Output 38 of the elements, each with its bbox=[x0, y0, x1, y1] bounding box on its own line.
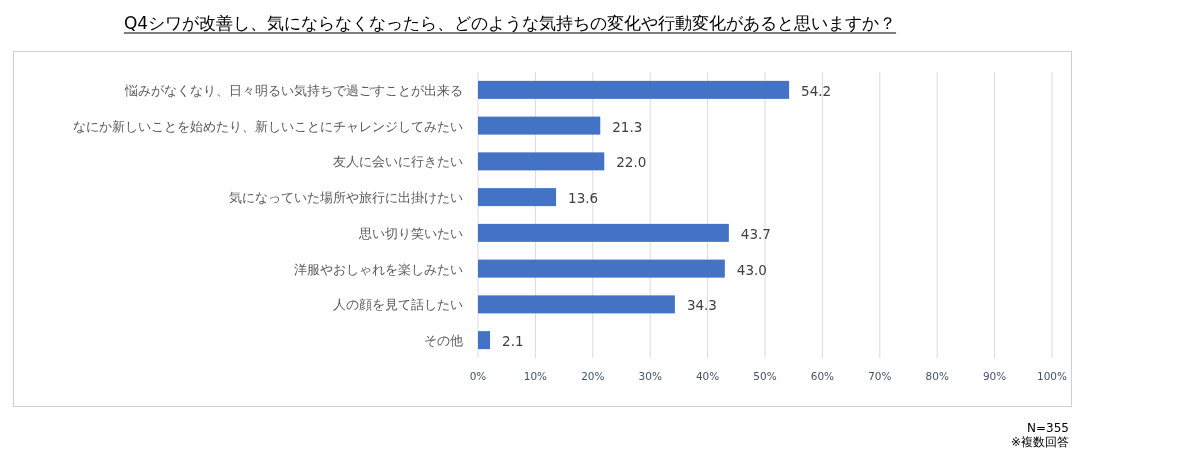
y-tick-label: その他 bbox=[424, 333, 463, 349]
x-tick-label: 0% bbox=[469, 370, 487, 382]
data-label: 54.2 bbox=[801, 82, 832, 99]
text: ※複数回答 bbox=[1010, 435, 1069, 449]
bar bbox=[478, 223, 729, 242]
data-label: 21.3 bbox=[612, 118, 643, 135]
bar bbox=[478, 152, 605, 171]
x-tick-label: 10% bbox=[523, 370, 548, 382]
x-tick-label: 30% bbox=[638, 370, 662, 382]
bar bbox=[478, 331, 491, 350]
bar bbox=[478, 259, 725, 278]
text: N=355 bbox=[1027, 421, 1069, 435]
bar bbox=[478, 295, 675, 314]
y-tick-label: 悩みがなくなり、日々明るい気持ちで過ごすことが出来る bbox=[124, 82, 463, 98]
data-label: 34.3 bbox=[686, 297, 717, 314]
y-tick-label: なにか新しいことを始めたり、新しいことにチャレンジしてみたい bbox=[73, 118, 463, 134]
x-tick-label: 70% bbox=[868, 370, 892, 382]
data-label: 43.0 bbox=[736, 261, 767, 278]
bar bbox=[478, 116, 601, 135]
y-tick-label: 思い切り笑いたい bbox=[358, 225, 463, 241]
chart-title: Q4シワが改善し、気にならなくなったら、どのような気持ちの変化や行動変化があると思いますか？ bbox=[123, 13, 897, 33]
y-tick-label: 洋服やおしゃれを楽しみたい bbox=[294, 261, 463, 277]
x-tick-label: 90% bbox=[982, 370, 1007, 382]
data-label: 13.6 bbox=[568, 190, 599, 207]
data-label: 43.7 bbox=[740, 225, 771, 242]
x-tick-label: 50% bbox=[753, 370, 777, 382]
data-label: 22.0 bbox=[616, 154, 647, 171]
y-tick-label: 人の顔を見て話したい bbox=[333, 297, 463, 313]
x-tick-label: 80% bbox=[925, 370, 949, 382]
y-tick-label: 気になっていた場所や旅行に出掛けたい bbox=[229, 190, 463, 206]
y-tick-label: 友人に会いに行きたい bbox=[333, 154, 463, 170]
bar bbox=[478, 80, 790, 99]
bar bbox=[478, 188, 557, 207]
x-tick-label: 100% bbox=[1036, 370, 1068, 382]
x-tick-label: 60% bbox=[810, 370, 835, 382]
x-tick-label: 20% bbox=[581, 370, 605, 382]
data-label: 2.1 bbox=[502, 333, 524, 350]
x-tick-label: 40% bbox=[695, 370, 720, 382]
